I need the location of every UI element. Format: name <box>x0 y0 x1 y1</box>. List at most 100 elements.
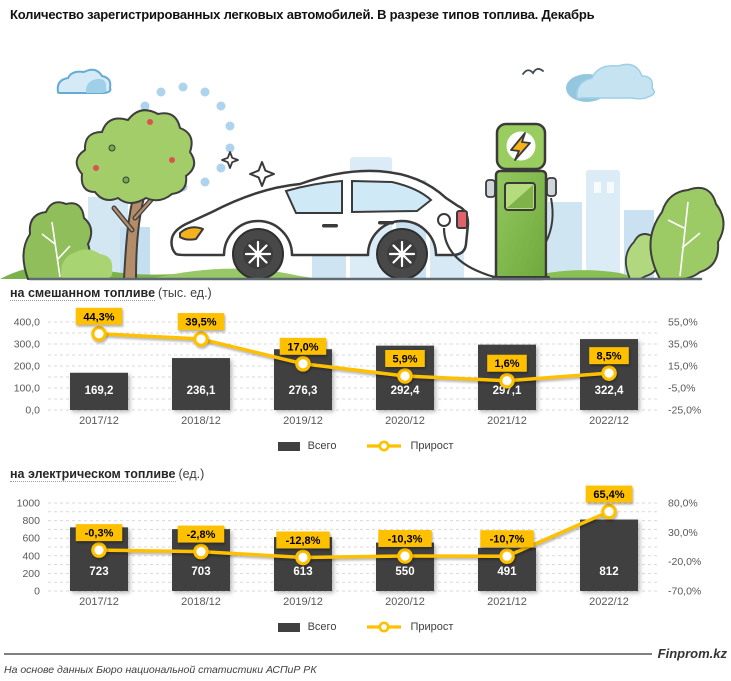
axis-tick-right: 15,0% <box>668 361 698 373</box>
callout-box <box>589 347 629 365</box>
wheel <box>232 228 284 280</box>
bar-value-label: 812 <box>599 566 618 578</box>
category-label: 2017/12 <box>79 415 119 427</box>
mixed-fuel-chart: 400,0 300,0 200,0 100,0 0,0 55,0% 35,0% 15,0% -5… <box>14 307 701 427</box>
axis-tick-right: -70,0% <box>668 586 701 598</box>
chart-title-text: на смешанном топливе <box>10 286 156 301</box>
callout-box <box>177 313 225 331</box>
axis-tick-left: 200 <box>22 568 40 580</box>
axis-tick-left: 300,0 <box>14 339 40 351</box>
line-marker <box>499 548 515 565</box>
axis-tick-right: 30,0% <box>668 527 698 539</box>
category-label: 2022/12 <box>589 415 629 427</box>
hill <box>150 268 320 279</box>
bar-value-label: 723 <box>89 566 108 578</box>
axis-tick-right: 35,0% <box>668 339 698 351</box>
line-marker <box>91 542 107 558</box>
bar-value-label: 276,3 <box>289 385 318 397</box>
category-label: 2019/12 <box>283 596 323 608</box>
lightning-icon <box>510 132 531 161</box>
category-label: 2020/12 <box>385 415 425 427</box>
callout-label: 39,5% <box>185 317 216 329</box>
line-marker <box>295 549 311 566</box>
category-label: 2021/12 <box>487 596 527 608</box>
bird-icon <box>522 68 544 75</box>
callout-label: -10,7% <box>490 534 525 546</box>
tree-icon <box>75 109 196 280</box>
callout-label: -0,3% <box>85 528 114 540</box>
callout-label: 44,3% <box>83 311 114 323</box>
bar-value-label: 550 <box>395 566 414 578</box>
axis-tick-left: 0,0 <box>25 405 40 417</box>
callout-box <box>378 529 432 547</box>
cloud-icon <box>566 63 655 102</box>
data-callout: 1,6% <box>487 354 527 372</box>
axis-tick-left: 0 <box>34 586 40 598</box>
legend-bar-swatch <box>277 441 300 451</box>
data-callout: -0,3% <box>75 524 123 542</box>
callout-box <box>75 307 123 325</box>
wheel <box>376 228 428 280</box>
legend-bar-swatch <box>277 622 300 632</box>
axis-tick-left: 400,0 <box>14 317 40 329</box>
callout-label: 1,6% <box>494 358 519 370</box>
chart-title-unit: (тыс. ед.) <box>158 286 212 300</box>
data-callout: 44,3% <box>75 307 123 325</box>
data-callout: 17,0% <box>279 337 327 355</box>
bar <box>172 358 230 410</box>
growth-line <box>98 332 610 383</box>
electric-fuel-chart-section: на электрическом топливе (ед.) 1000 800 600… <box>0 467 731 635</box>
illustration <box>0 63 725 281</box>
axis-tick-left: 600 <box>22 533 40 545</box>
brand-logo: Finprom.kz <box>657 646 727 661</box>
bar <box>70 372 128 410</box>
legend-line-label: Прирост <box>410 621 454 633</box>
callout-label: 8,5% <box>596 351 621 363</box>
bar-value-label: 297,1 <box>493 385 522 397</box>
axis-tick-right: 55,0% <box>668 317 698 329</box>
ev-charger-icon <box>485 122 557 281</box>
chart-title-text: на электрическом топливе <box>10 467 176 482</box>
bar <box>580 519 638 591</box>
axis-tick-left: 400 <box>22 550 40 562</box>
chart-title: на смешанном топливе (тыс. ед.) <box>0 286 731 303</box>
taillight <box>456 210 468 229</box>
bush-icon <box>624 186 725 281</box>
callout-box <box>480 530 534 548</box>
callout-box <box>487 354 527 372</box>
cloud-icon <box>56 68 112 94</box>
bar-value-label: 236,1 <box>187 385 216 397</box>
bar-value-label: 491 <box>497 566 517 578</box>
headlight <box>179 226 204 241</box>
footer-divider <box>4 652 652 655</box>
data-callout: 65,4% <box>585 485 633 503</box>
axis-tick-right: 80,0% <box>668 498 698 510</box>
callout-label: 17,0% <box>287 341 318 353</box>
footer: Finprom.kz На основе данных Бюро национа… <box>4 646 727 676</box>
bush-icon <box>22 201 113 280</box>
bar-value-label: 292,4 <box>391 385 420 397</box>
line-marker <box>397 548 413 564</box>
legend-bar-label: Всего <box>307 440 337 452</box>
category-label: 2021/12 <box>487 415 527 427</box>
axis-tick-right: -5,0% <box>668 383 695 395</box>
category-label: 2018/12 <box>181 415 221 427</box>
axis-tick-right: -20,0% <box>668 556 701 568</box>
line-marker <box>193 331 209 347</box>
callout-box <box>75 524 123 542</box>
chart-title: на электрическом топливе (ед.) <box>0 467 731 484</box>
callout-box <box>276 531 330 549</box>
callout-label: 65,4% <box>593 489 624 501</box>
sparkle-icon <box>221 151 239 169</box>
category-label: 2017/12 <box>79 596 119 608</box>
callout-label: -10,3% <box>388 533 423 545</box>
data-callout: -2,8% <box>177 525 225 543</box>
growth-line <box>98 509 610 560</box>
callout-box <box>385 350 425 368</box>
page-title: Количество зарегистрированных легковых а… <box>10 7 595 22</box>
chart-legend: Всего Прирост <box>0 438 731 454</box>
source-note: На основе данных Бюро национальной стати… <box>4 664 317 676</box>
bar-value-label: 322,4 <box>595 385 624 397</box>
callout-box <box>279 337 327 355</box>
legend-line-swatch <box>367 621 402 633</box>
